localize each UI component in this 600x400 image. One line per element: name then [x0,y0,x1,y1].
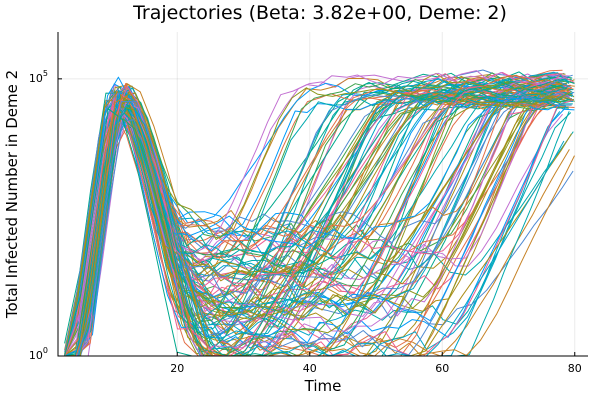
y-tick-labels: 100 105 [29,69,62,362]
trajectory-line [64,91,572,356]
y-tick-label: 100 [29,346,48,362]
trajectory-line [64,83,573,356]
x-tick-label: 60 [435,362,449,375]
x-tick-label: 80 [568,362,582,375]
y-tick-label: 105 [29,69,48,85]
chart-title: Trajectories (Beta: 3.82e+00, Deme: 2) [132,2,507,24]
x-axis-label: Time [304,377,342,395]
trajectory-line [64,92,575,356]
x-tick-labels: 20 40 60 80 [170,352,582,375]
trajectory-lines [64,69,575,356]
trajectory-line [64,81,572,356]
trajectory-line [64,72,575,356]
trajectory-line [64,100,565,356]
trajectory-line [64,94,573,356]
trajectory-line [64,83,567,356]
x-tick-label: 20 [170,362,184,375]
y-axis-label: Total Infected Number in Deme 2 [3,70,21,319]
trajectory-line [64,89,573,356]
trajectory-line [64,89,573,356]
trajectory-line [64,90,567,356]
trajectory-line [64,84,570,356]
trajectory-line [64,92,569,356]
x-tick-label: 40 [303,362,317,375]
trajectory-line [64,74,569,356]
trajectory-line [64,80,572,356]
